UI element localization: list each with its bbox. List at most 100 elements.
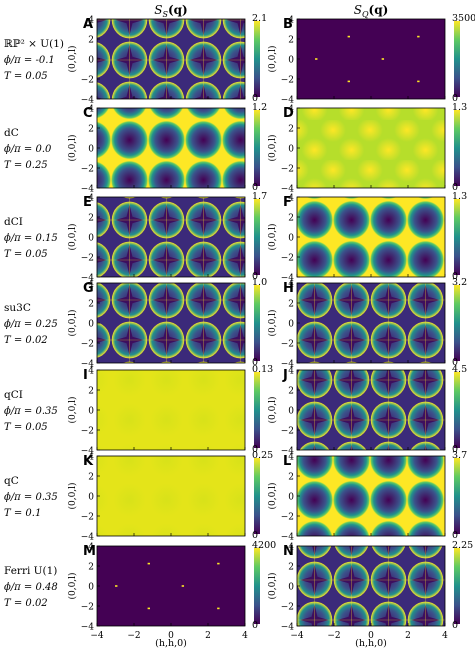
panel-letter: G <box>83 281 94 296</box>
y-axis-label: (0,0,l) <box>67 572 78 599</box>
colorbar-max-label: 0.25 <box>252 450 273 461</box>
y-tick-label: −2 <box>81 603 94 613</box>
panel-d: D4 2 0 −2 −4 (0,0,l) 1.3 0 <box>267 102 467 195</box>
row-label-phi: ϕ/π = -0.1 <box>4 55 55 66</box>
bragg-peak <box>381 58 385 60</box>
colorbar-max-label: 1.0 <box>252 277 267 288</box>
row-label-phi: ϕ/π = 0.25 <box>4 319 58 330</box>
panel-h: H4 2 0 −2 −4 (0,0,l) 3.2 0 <box>267 277 467 370</box>
colorbar <box>254 110 260 186</box>
y-tick-label: 2 <box>288 36 294 46</box>
y-tick-label: 4 <box>288 367 294 377</box>
colorbar <box>454 110 460 186</box>
colorbar-max-label: 0.13 <box>252 364 273 375</box>
y-axis-label: (0,0,l) <box>67 134 78 161</box>
row-label-temperature: T = 0.02 <box>4 335 48 346</box>
bragg-peak <box>147 607 150 610</box>
row-label-name: dC <box>4 127 19 139</box>
row-label-temperature: T = 0.05 <box>4 249 48 260</box>
x-tick-label: 2 <box>405 631 411 641</box>
heatmap-image <box>297 456 445 536</box>
colorbar-max-label: 1.2 <box>252 102 267 113</box>
colorbar-min-label: 0 <box>252 444 258 455</box>
colorbar <box>454 548 460 624</box>
y-axis-label: (0,0,l) <box>267 309 278 336</box>
colorbar <box>254 548 260 624</box>
colorbar-min-label: 0 <box>452 357 458 368</box>
panel-letter: A <box>83 17 93 32</box>
bragg-peak <box>217 562 220 565</box>
y-axis-label: (0,0,l) <box>67 45 78 72</box>
panel-k: K4 2 0 −2 −4 (0,0,l) 0.25 0 <box>67 450 273 543</box>
panel-letter: L <box>283 454 291 469</box>
x-tick-label: −4 <box>90 631 104 641</box>
panel-letter: M <box>83 544 96 559</box>
colorbar-min-label: 0 <box>452 620 458 631</box>
y-tick-label: 4 <box>88 105 94 115</box>
y-tick-label: 4 <box>88 543 94 553</box>
panel-e: E4 2 0 −2 −4 (0,0,l) 1.7 0 <box>67 191 267 284</box>
column-title: SQ(q) <box>354 3 389 19</box>
colorbar-max-label: 1.3 <box>452 102 467 113</box>
heatmap-image <box>97 283 245 363</box>
colorbar <box>254 199 260 275</box>
heatmap-image <box>297 546 445 626</box>
x-tick-label: −2 <box>127 631 140 641</box>
row-label-temperature: T = 0.02 <box>4 598 48 609</box>
heatmap-image <box>97 546 245 626</box>
colorbar-max-label: 3500 <box>452 13 475 24</box>
panel-letter: J <box>282 368 288 383</box>
colorbar-max-label: 2.25 <box>452 540 473 551</box>
colorbar-min-label: 0 <box>252 271 258 282</box>
y-tick-label: −4 <box>81 360 95 370</box>
y-tick-label: 0 <box>288 407 294 417</box>
colorbar <box>454 285 460 361</box>
colorbar <box>254 458 260 534</box>
y-tick-label: 2 <box>88 125 94 135</box>
x-tick-label: 4 <box>242 631 248 641</box>
y-tick-label: 0 <box>88 234 94 244</box>
y-tick-label: −4 <box>281 623 295 633</box>
y-tick-label: 4 <box>88 16 94 26</box>
y-tick-label: 4 <box>288 453 294 463</box>
row-label-name: qC <box>4 475 19 487</box>
y-tick-label: −4 <box>81 447 95 457</box>
bragg-peak <box>417 80 420 83</box>
colorbar-min-label: 0 <box>452 182 458 193</box>
colorbar-min-label: 0 <box>452 271 458 282</box>
x-tick-label: −4 <box>290 631 304 641</box>
y-tick-label: −2 <box>81 340 94 350</box>
y-tick-label: −2 <box>81 165 94 175</box>
row-label-phi: ϕ/π = 0.15 <box>4 233 58 244</box>
x-tick-label: 2 <box>205 631 211 641</box>
y-axis-label: (0,0,l) <box>267 223 278 250</box>
y-tick-label: 0 <box>88 56 94 66</box>
y-tick-label: −4 <box>281 96 295 106</box>
heatmap-image <box>97 370 245 450</box>
y-tick-label: 2 <box>288 300 294 310</box>
y-tick-label: 2 <box>88 563 94 573</box>
y-axis-label: (0,0,l) <box>67 396 78 423</box>
panel-letter: F <box>283 195 292 210</box>
y-tick-label: 4 <box>88 194 94 204</box>
y-tick-label: −2 <box>281 76 294 86</box>
row-label-temperature: T = 0.1 <box>4 508 41 519</box>
y-tick-label: 0 <box>288 145 294 155</box>
colorbar <box>254 285 260 361</box>
colorbar-min-label: 0 <box>452 444 458 455</box>
y-tick-label: 0 <box>288 320 294 330</box>
bragg-peak <box>417 35 420 38</box>
colorbar-max-label: 1.7 <box>252 191 267 202</box>
colorbar-max-label: 3.7 <box>452 450 467 461</box>
y-tick-label: 2 <box>288 473 294 483</box>
panel-i: I 4 2 0 −2 −4 (0,0,l) 0.13 0 <box>67 364 273 457</box>
y-tick-label: 4 <box>288 543 294 553</box>
y-tick-label: 4 <box>288 105 294 115</box>
bragg-peak <box>217 607 220 610</box>
y-tick-label: −2 <box>81 254 94 264</box>
y-tick-label: 4 <box>288 280 294 290</box>
colorbar-min-label: 0 <box>252 620 258 631</box>
colorbar <box>254 372 260 448</box>
bragg-peak <box>315 58 318 60</box>
